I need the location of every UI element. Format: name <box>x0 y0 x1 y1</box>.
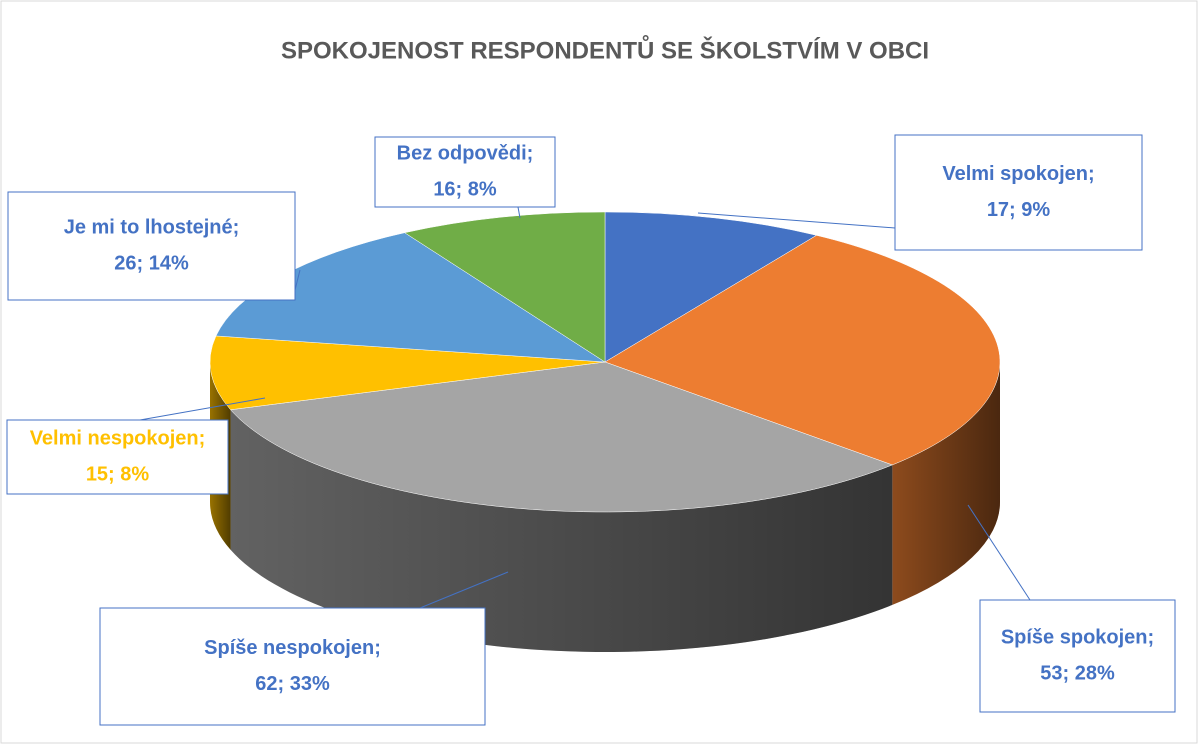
label-box <box>99 607 486 726</box>
data-label-category: Velmi spokojen; <box>942 163 1094 185</box>
leader-line <box>967 504 1031 601</box>
slice-side-shade <box>892 362 1000 605</box>
data-label-category: Spíše nespokojen; <box>204 637 381 659</box>
slice-side-shade <box>230 409 893 652</box>
leader-line <box>139 397 266 421</box>
chart-title: SPOKOJENOST RESPONDENTŮ SE ŠKOLSTVÍM V O… <box>281 34 929 64</box>
slice <box>404 211 606 363</box>
leader-line <box>517 206 521 219</box>
leader-line <box>697 212 896 229</box>
label-box <box>374 136 556 208</box>
data-label-category: Velmi nespokojen; <box>30 427 206 449</box>
slice <box>209 335 606 411</box>
label-box <box>7 191 296 301</box>
label-box <box>979 599 1176 713</box>
data-label: 53; 28% <box>1040 662 1115 684</box>
label-box <box>6 419 229 495</box>
data-label: 17; 9% <box>987 199 1051 221</box>
data-label: 15; 8% <box>86 463 150 485</box>
slice <box>604 211 818 363</box>
slice <box>230 361 894 513</box>
data-label: 26; 14% <box>114 252 189 274</box>
data-label-category: Je mi to lhostejné; <box>64 216 240 238</box>
label-box <box>894 134 1143 251</box>
slice <box>604 235 1001 466</box>
data-label-category: Bez odpovědi; <box>397 142 534 164</box>
data-label: 62; 33% <box>255 673 330 695</box>
leader-line <box>419 571 509 609</box>
data-label-category: Spíše spokojen; <box>1001 626 1154 648</box>
data-label: 16; 8% <box>433 178 497 200</box>
leader-line <box>294 269 301 291</box>
